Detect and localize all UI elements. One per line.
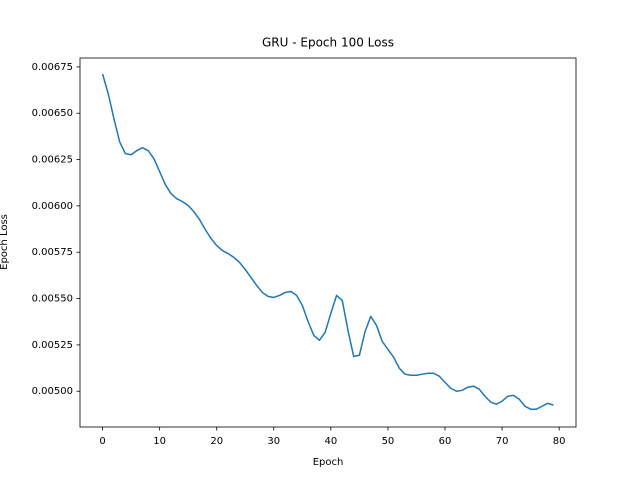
y-tick-label: 0.00500 [32,386,73,397]
y-tick-label: 0.00550 [32,294,73,305]
x-tick-label: 60 [439,436,452,447]
y-tick-label: 0.00650 [32,108,73,119]
x-tick-label: 80 [553,436,566,447]
y-axis-label: Epoch Loss [0,214,10,270]
y-tick-label: 0.00575 [32,247,73,258]
chart-title: GRU - Epoch 100 Loss [262,36,394,50]
plot-frame [79,57,577,428]
x-tick-label: 0 [99,436,105,447]
x-tick-label: 40 [324,436,337,447]
x-tick-label: 70 [496,436,509,447]
x-tick-label: 10 [153,436,166,447]
y-tick-label: 0.00600 [32,201,73,212]
line-series [101,73,554,410]
x-tick-label: 20 [210,436,223,447]
y-tick-label: 0.00675 [32,62,73,73]
x-axis-label: Epoch [313,457,344,468]
x-tick-label: 50 [382,436,395,447]
x-tick-label: 30 [267,436,280,447]
y-tick-label: 0.00525 [32,340,73,351]
y-tick-label: 0.00625 [32,155,73,166]
